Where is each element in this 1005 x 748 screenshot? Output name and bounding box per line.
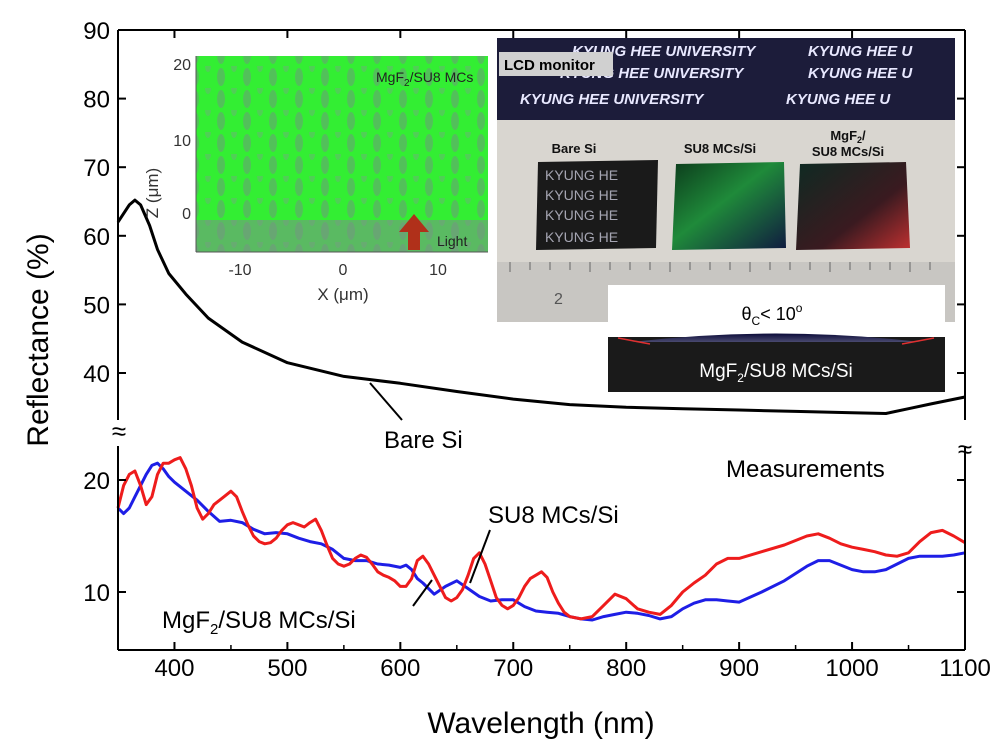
x-tick-label: 600 [380, 655, 420, 682]
measurements-annotation: Measurements [726, 456, 885, 483]
su8-leader [469, 529, 491, 584]
photo-inset: KYUNG HEE UNIVERSITY KYUNG HEE U KYUNG H… [497, 38, 955, 322]
su8-callout: SU8 MCs/Si [469, 502, 619, 584]
ruler-number: 2 [554, 291, 563, 308]
banner-row-1: KYUNG HEE UNIVERSITY [572, 43, 757, 60]
contact-angle-label: θC< 10o [742, 301, 803, 328]
light-label: Light [437, 233, 467, 249]
bare-si-leader [369, 382, 403, 421]
x-tick-label: 400 [154, 655, 194, 682]
x-tick-label: 1100 [939, 655, 991, 682]
sim-x-tick-10: 10 [429, 262, 447, 279]
sim-x-axis-title: X (μm) [317, 285, 368, 304]
contact-angle-box [608, 285, 945, 337]
y-tick-label: 90 [83, 18, 110, 45]
simulation-field-map [196, 56, 488, 252]
y-tick-label: 70 [83, 155, 110, 182]
y-tick-label: 60 [83, 224, 110, 251]
contact-angle-inset: θC< 10o MgF2/SU8 MCs/Si [608, 285, 945, 392]
sim-y-tick-20: 20 [173, 57, 191, 74]
bare-si-curve [116, 198, 966, 415]
mgf2-label: MgF2/SU8 MCs/Si [162, 607, 356, 638]
light-arrow [399, 214, 429, 250]
simulation-ticks: 20 10 0 -10 0 10 [173, 57, 447, 279]
y-tick-label: 20 [83, 468, 110, 495]
banner-row-2b: KYUNG HEE U [808, 65, 913, 82]
su8-chip [672, 162, 786, 250]
mgf2-leader [412, 579, 433, 607]
sample-label-mgf2-line1: MgF2/ [830, 128, 866, 145]
su8-label: SU8 MCs/Si [488, 502, 619, 529]
x-tick-label: 700 [493, 655, 533, 682]
lcd-label-box [499, 52, 613, 76]
sim-x-tick-neg10: -10 [228, 262, 251, 279]
sample-label-bare-si: Bare Si [552, 141, 597, 156]
mgf2-callout: MgF2/SU8 MCs/Si [162, 579, 433, 638]
su8-curve [116, 456, 966, 621]
sim-x-tick-0: 0 [339, 262, 348, 279]
ruler-ticks [509, 262, 931, 272]
y-axis-title: Reflectance (%) [22, 233, 55, 446]
x-tick-label: 900 [719, 655, 759, 682]
sample-label-mgf2-line2: SU8 MCs/Si [812, 144, 884, 159]
y-tick-label: 40 [83, 361, 110, 388]
svg-text:KYUNG HE: KYUNG HE [545, 207, 618, 223]
substrate-block [608, 337, 945, 392]
lcd-monitor-area [497, 38, 955, 120]
bare-si-chip [536, 160, 658, 250]
sim-y-tick-0: 0 [182, 206, 191, 223]
contact-angle-sample-label: MgF2/SU8 MCs/Si [699, 361, 852, 385]
substrate-layer [196, 220, 488, 252]
x-tick-label: 800 [606, 655, 646, 682]
plot-frame [117, 29, 966, 651]
banner-row-3b: KYUNG HEE U [786, 91, 891, 108]
bare-si-chip-reflection: KYUNG HE KYUNG HE KYUNG HE KYUNG HE [545, 167, 618, 245]
mgf2-chip [796, 162, 910, 250]
x-tick-label: 1000 [825, 655, 878, 682]
axis-break-right: ≈ [958, 434, 972, 464]
svg-text:KYUNG HE: KYUNG HE [545, 187, 618, 203]
axis-ticks: 400 500 600 700 800 900 1000 110040506070809010… [83, 18, 991, 682]
y-tick-label: 50 [83, 292, 110, 319]
bare-si-label: Bare Si [384, 427, 463, 454]
y-tick-label: 80 [83, 87, 110, 114]
data-curves [116, 198, 966, 622]
simulation-label: MgF2/SU8 MCs [376, 69, 473, 89]
svg-text:KYUNG HE: KYUNG HE [545, 229, 618, 245]
axis-break-left: ≈ [112, 416, 126, 446]
x-tick-label: 500 [267, 655, 307, 682]
bare-si-callout: Bare Si [369, 382, 463, 454]
tangent-left [617, 337, 651, 345]
tangent-right [901, 337, 935, 345]
sample-label-su8: SU8 MCs/Si [684, 141, 756, 156]
sim-y-axis-title: Z (μm) [143, 168, 162, 218]
simulation-inset: MgF2/SU8 MCs Light 20 10 0 -10 0 10 X (μ… [143, 56, 488, 304]
lcd-monitor-label: LCD monitor [504, 57, 595, 74]
sim-y-tick-10: 10 [173, 133, 191, 150]
water-droplet [632, 333, 920, 342]
x-axis-title: Wavelength (nm) [427, 707, 654, 740]
svg-text:KYUNG HE: KYUNG HE [545, 167, 618, 183]
banner-row-1b: KYUNG HEE U [808, 43, 913, 60]
banner-row-3: KYUNG HEE UNIVERSITY [520, 91, 705, 108]
y-tick-label: 10 [83, 580, 110, 607]
